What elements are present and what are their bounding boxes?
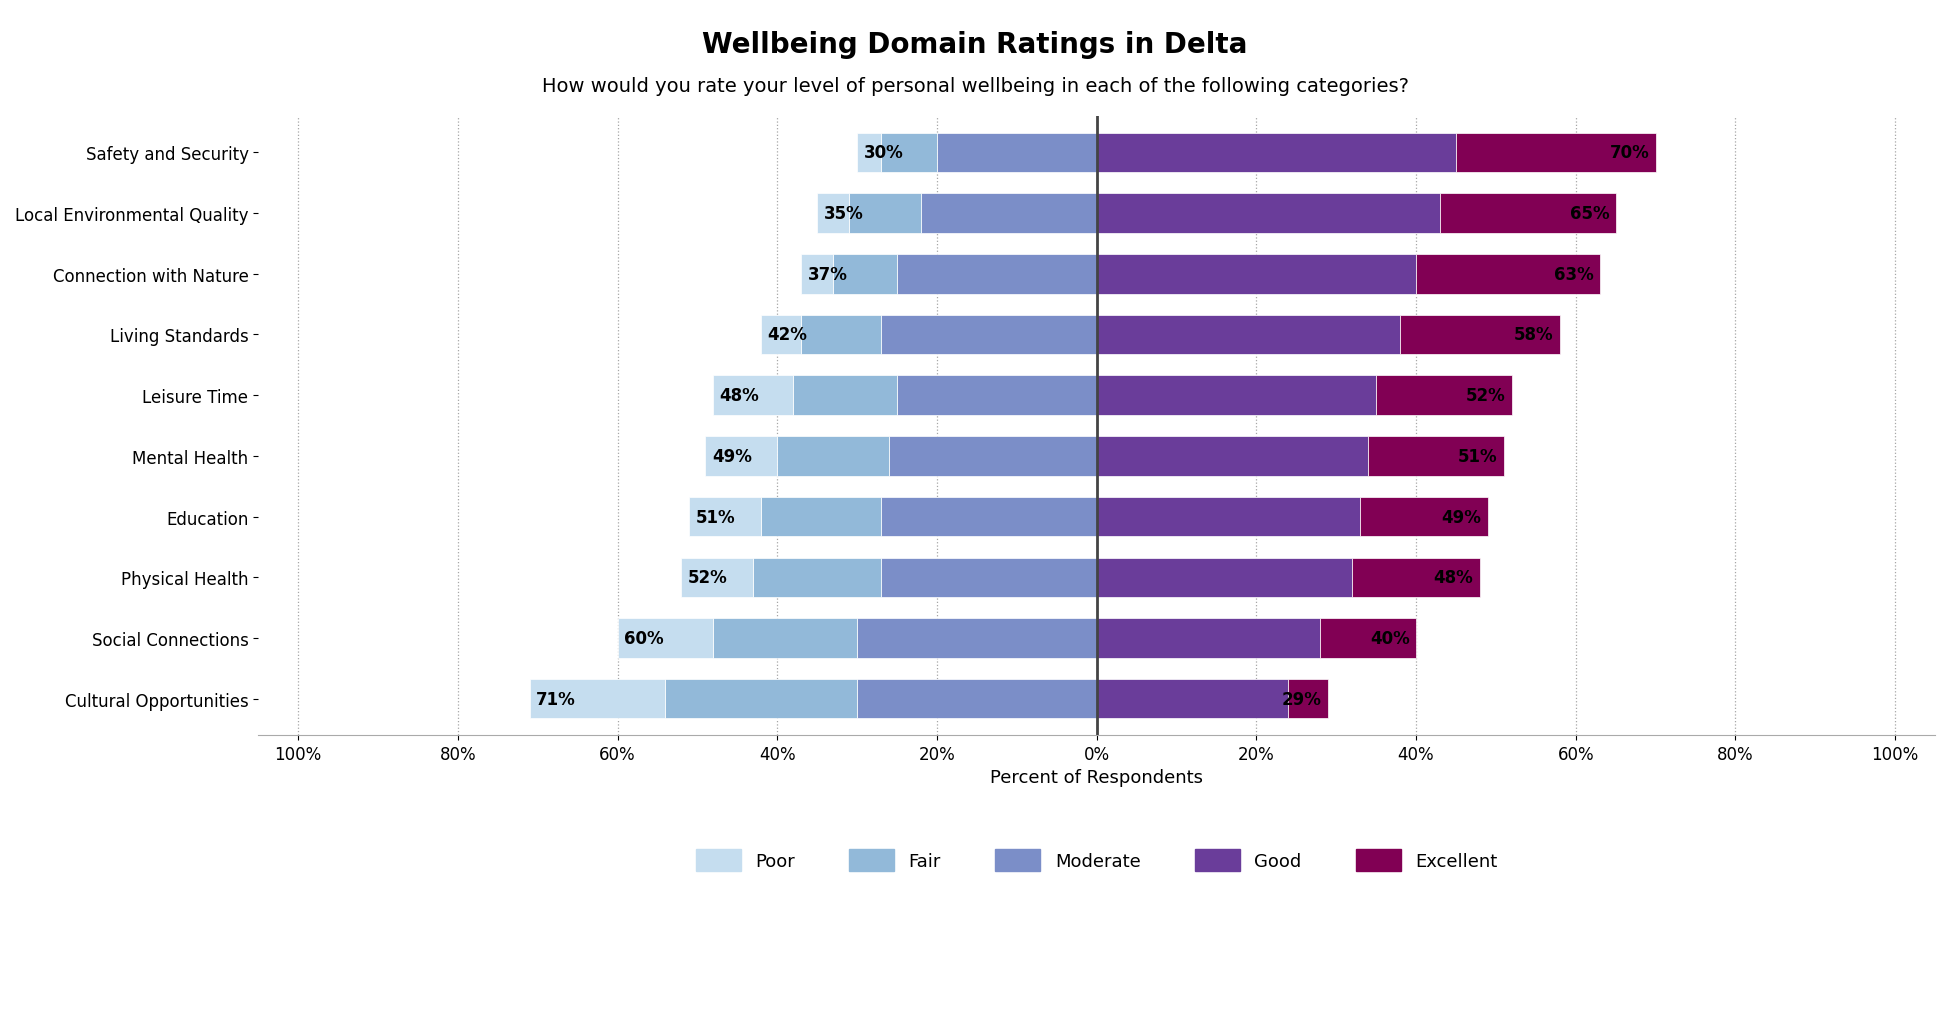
Bar — [848, 195, 920, 233]
Bar — [794, 376, 897, 416]
Bar — [681, 558, 753, 597]
Bar — [936, 133, 1096, 173]
Bar — [530, 680, 665, 718]
Text: 37%: 37% — [807, 266, 848, 283]
Bar — [1369, 437, 1503, 476]
Bar — [881, 133, 936, 173]
Bar — [1096, 680, 1289, 718]
Text: 40%: 40% — [1369, 630, 1410, 647]
Bar — [1096, 497, 1359, 537]
Bar — [897, 255, 1096, 294]
Text: 29%: 29% — [1281, 690, 1322, 708]
Bar — [1289, 680, 1328, 718]
Bar — [897, 376, 1096, 416]
Bar — [1416, 255, 1599, 294]
Bar — [714, 619, 858, 658]
Bar — [1351, 558, 1480, 597]
Bar — [1359, 497, 1488, 537]
Bar — [881, 497, 1096, 537]
Bar — [858, 619, 1096, 658]
Text: 35%: 35% — [823, 205, 864, 223]
Bar — [1096, 376, 1377, 416]
Text: 48%: 48% — [1433, 569, 1474, 587]
Bar — [1096, 558, 1351, 597]
Bar — [1096, 316, 1400, 355]
Bar — [889, 437, 1096, 476]
Text: 51%: 51% — [1459, 447, 1498, 466]
Text: 58%: 58% — [1513, 326, 1554, 344]
Bar — [920, 195, 1096, 233]
Bar — [1096, 255, 1416, 294]
Text: 42%: 42% — [768, 326, 807, 344]
Text: 30%: 30% — [864, 145, 903, 162]
Bar — [706, 437, 778, 476]
Bar — [1377, 376, 1511, 416]
Bar — [778, 437, 889, 476]
Bar — [690, 497, 760, 537]
Text: 49%: 49% — [1441, 508, 1482, 526]
Text: 48%: 48% — [720, 387, 759, 405]
Bar — [760, 497, 881, 537]
Bar — [1096, 133, 1457, 173]
Bar — [881, 316, 1096, 355]
Bar — [801, 255, 833, 294]
Bar — [1400, 316, 1560, 355]
Bar — [1096, 437, 1369, 476]
Text: 52%: 52% — [688, 569, 727, 587]
Text: 63%: 63% — [1554, 266, 1593, 283]
Text: 51%: 51% — [696, 508, 735, 526]
Bar — [1096, 195, 1439, 233]
Text: 49%: 49% — [712, 447, 751, 466]
X-axis label: Percent of Respondents: Percent of Respondents — [991, 768, 1203, 787]
Bar — [1320, 619, 1416, 658]
Bar — [665, 680, 858, 718]
Bar — [714, 376, 794, 416]
Bar — [881, 558, 1096, 597]
Bar — [858, 133, 881, 173]
Bar — [1457, 133, 1656, 173]
Bar — [618, 619, 714, 658]
Bar — [801, 316, 881, 355]
Bar — [1096, 619, 1320, 658]
Bar — [760, 316, 801, 355]
Bar — [1439, 195, 1617, 233]
Bar — [817, 195, 848, 233]
Bar — [753, 558, 881, 597]
Text: 52%: 52% — [1466, 387, 1505, 405]
Bar — [833, 255, 897, 294]
Text: 60%: 60% — [624, 630, 663, 647]
Text: Wellbeing Domain Ratings in Delta: Wellbeing Domain Ratings in Delta — [702, 31, 1248, 58]
Text: 65%: 65% — [1570, 205, 1609, 223]
Bar — [858, 680, 1096, 718]
Text: 70%: 70% — [1609, 145, 1650, 162]
Text: How would you rate your level of personal wellbeing in each of the following cat: How would you rate your level of persona… — [542, 76, 1408, 96]
Text: 71%: 71% — [536, 690, 575, 708]
Legend: Poor, Fair, Moderate, Good, Excellent: Poor, Fair, Moderate, Good, Excellent — [677, 830, 1515, 889]
